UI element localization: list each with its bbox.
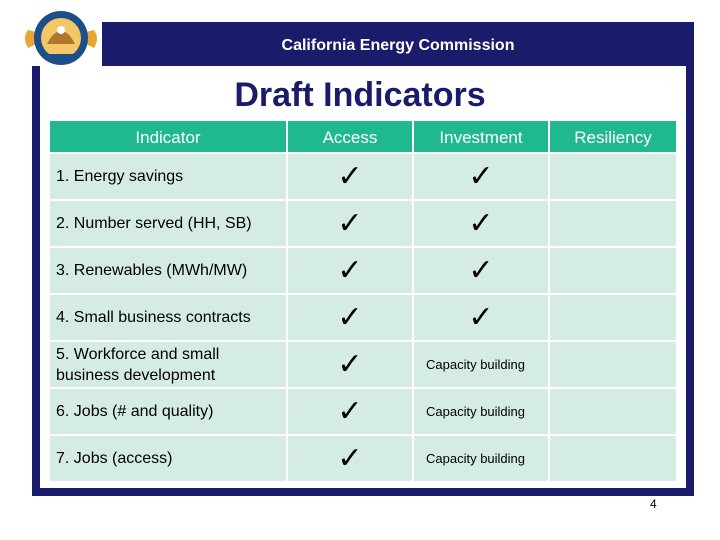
column-separator bbox=[286, 389, 288, 434]
resiliency-cell bbox=[550, 436, 676, 481]
table-row: 4. Small business contracts ✓ ✓ bbox=[50, 293, 676, 340]
investment-check-icon: ✓ bbox=[414, 201, 548, 246]
table-row: 2. Number served (HH, SB) ✓ ✓ bbox=[50, 199, 676, 246]
indicator-cell: 3. Renewables (MWh/MW) bbox=[50, 248, 286, 293]
column-separator bbox=[286, 201, 288, 246]
column-separator bbox=[548, 436, 550, 481]
indicator-cell: 1. Energy savings bbox=[50, 154, 286, 199]
column-separator bbox=[286, 154, 288, 199]
energy-commission-seal bbox=[25, 11, 97, 65]
investment-capacity-text: Capacity building bbox=[414, 389, 548, 434]
column-separator bbox=[412, 121, 414, 152]
access-check-icon: ✓ bbox=[288, 295, 412, 340]
column-header-indicator: Indicator bbox=[50, 121, 286, 152]
column-separator bbox=[548, 295, 550, 340]
frame-right-border bbox=[686, 66, 694, 496]
column-separator bbox=[286, 248, 288, 293]
indicators-table: Indicator Access Investment Resiliency 1… bbox=[50, 121, 676, 481]
indicator-cell: 7. Jobs (access) bbox=[50, 436, 286, 481]
column-separator bbox=[412, 436, 414, 481]
resiliency-cell bbox=[550, 201, 676, 246]
column-separator bbox=[548, 201, 550, 246]
indicator-cell: 5. Workforce and small business developm… bbox=[50, 342, 286, 387]
column-separator bbox=[412, 295, 414, 340]
access-check-icon: ✓ bbox=[288, 436, 412, 481]
header-bar: California Energy Commission bbox=[102, 22, 694, 66]
column-header-access: Access bbox=[288, 121, 412, 152]
page-number: 4 bbox=[650, 497, 657, 511]
investment-check-icon: ✓ bbox=[414, 154, 548, 199]
indicator-cell: 4. Small business contracts bbox=[50, 295, 286, 340]
investment-capacity-text: Capacity building bbox=[414, 436, 548, 481]
column-separator bbox=[548, 154, 550, 199]
resiliency-cell bbox=[550, 154, 676, 199]
column-header-resiliency: Resiliency bbox=[550, 121, 676, 152]
frame-bottom-border bbox=[32, 488, 694, 496]
column-separator bbox=[286, 342, 288, 387]
column-separator bbox=[548, 342, 550, 387]
column-separator bbox=[286, 121, 288, 152]
column-separator bbox=[412, 201, 414, 246]
table-row: 7. Jobs (access) ✓ Capacity building bbox=[50, 434, 676, 481]
access-check-icon: ✓ bbox=[288, 154, 412, 199]
access-check-icon: ✓ bbox=[288, 389, 412, 434]
column-header-investment: Investment bbox=[414, 121, 548, 152]
column-separator bbox=[412, 342, 414, 387]
indicator-cell: 6. Jobs (# and quality) bbox=[50, 389, 286, 434]
column-separator bbox=[412, 248, 414, 293]
column-separator bbox=[286, 295, 288, 340]
column-separator bbox=[412, 154, 414, 199]
page-title: Draft Indicators bbox=[234, 76, 486, 114]
resiliency-cell bbox=[550, 248, 676, 293]
table-row: 6. Jobs (# and quality) ✓ Capacity build… bbox=[50, 387, 676, 434]
investment-check-icon: ✓ bbox=[414, 248, 548, 293]
table-row: 1. Energy savings ✓ ✓ bbox=[50, 152, 676, 199]
indicator-cell: 2. Number served (HH, SB) bbox=[50, 201, 286, 246]
column-separator bbox=[412, 389, 414, 434]
access-check-icon: ✓ bbox=[288, 201, 412, 246]
table-row: 3. Renewables (MWh/MW) ✓ ✓ bbox=[50, 246, 676, 293]
frame-left-border bbox=[32, 66, 40, 496]
resiliency-cell bbox=[550, 389, 676, 434]
access-check-icon: ✓ bbox=[288, 248, 412, 293]
resiliency-cell bbox=[550, 342, 676, 387]
column-separator bbox=[548, 389, 550, 434]
column-separator bbox=[286, 436, 288, 481]
column-separator bbox=[548, 121, 550, 152]
access-check-icon: ✓ bbox=[288, 342, 412, 387]
resiliency-cell bbox=[550, 295, 676, 340]
investment-check-icon: ✓ bbox=[414, 295, 548, 340]
investment-capacity-text: Capacity building bbox=[414, 342, 548, 387]
column-separator bbox=[548, 248, 550, 293]
table-header-row: Indicator Access Investment Resiliency bbox=[50, 121, 676, 152]
table-row: 5. Workforce and small business developm… bbox=[50, 340, 676, 387]
header-title: California Energy Commission bbox=[281, 37, 515, 54]
